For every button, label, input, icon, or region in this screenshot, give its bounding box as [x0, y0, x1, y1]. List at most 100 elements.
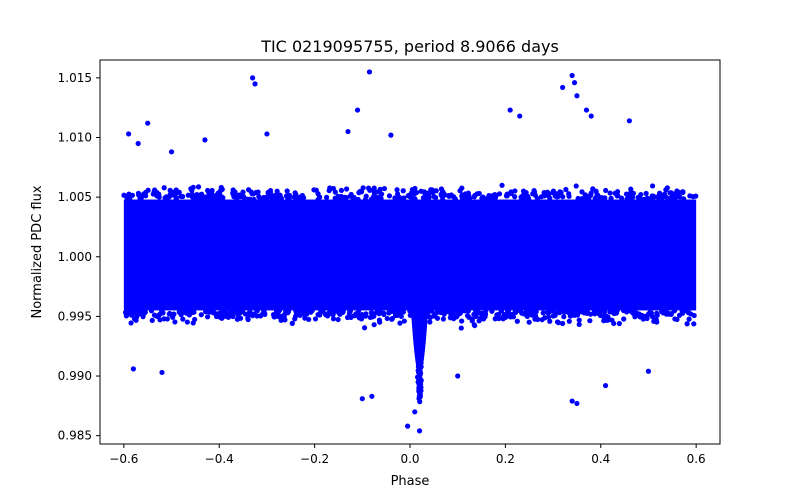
scatter-point — [240, 189, 246, 195]
scatter-point — [282, 309, 289, 315]
y-tick-label: 0.985 — [58, 429, 92, 443]
scatter-point — [608, 195, 614, 201]
scatter-point-outlier — [126, 131, 132, 137]
scatter-point-outlier — [412, 409, 418, 415]
scatter-point — [180, 316, 186, 322]
scatter-point — [654, 319, 660, 325]
scatter-point-outlier — [354, 107, 361, 113]
scatter-point — [296, 195, 302, 201]
scatter-point — [489, 308, 495, 314]
scatter-point — [191, 309, 197, 315]
scatter-point — [156, 194, 162, 200]
scatter-point — [278, 317, 284, 323]
scatter-point — [654, 310, 660, 316]
scatter-point — [192, 195, 198, 201]
scatter-point — [360, 185, 366, 191]
scatter-point — [394, 187, 400, 193]
scatter-point — [601, 308, 608, 315]
scatter-point-outlier — [626, 118, 632, 124]
x-tick-label: −0.6 — [109, 452, 138, 466]
scatter-point — [355, 196, 361, 203]
scatter-point — [362, 196, 369, 203]
scatter-point — [480, 194, 486, 200]
scatter-point — [479, 311, 485, 318]
scatter-point — [531, 188, 537, 194]
scatter-point — [502, 311, 508, 318]
scatter-point — [621, 316, 627, 322]
scatter-point-outlier — [569, 72, 575, 79]
scatter-point — [643, 190, 649, 197]
scatter-point — [422, 318, 428, 324]
scatter-point — [188, 186, 194, 192]
scatter-point — [267, 187, 274, 194]
scatter-point — [395, 309, 401, 315]
scatter-point — [293, 191, 299, 197]
scatter-point — [440, 196, 446, 203]
scatter-point — [335, 316, 341, 323]
scatter-point — [576, 196, 582, 203]
scatter-point — [387, 308, 393, 314]
scatter-point — [156, 312, 162, 318]
scatter-point — [472, 322, 478, 329]
scatter-point — [629, 192, 636, 198]
x-tick-label: −0.4 — [205, 452, 234, 466]
scatter-point — [686, 316, 692, 322]
scatter-point — [306, 316, 312, 323]
scatter-point — [563, 186, 569, 193]
x-tick-label: 0.2 — [496, 452, 515, 466]
scatter-point — [173, 195, 180, 201]
scatter-point — [230, 313, 236, 320]
scatter-point — [499, 182, 505, 188]
scatter-point — [292, 316, 298, 322]
scatter-point — [584, 308, 590, 314]
scatter-point-outlier — [366, 69, 373, 75]
scatter-point — [401, 195, 407, 201]
scatter-point — [180, 307, 187, 314]
scatter-point — [473, 313, 479, 320]
scatter-point — [576, 317, 582, 323]
scatter-point — [323, 194, 330, 200]
scatter-point — [416, 366, 422, 372]
scatter-point — [550, 188, 557, 194]
scatter-point — [520, 192, 526, 198]
scatter-point — [446, 193, 452, 199]
scatter-point — [508, 190, 514, 197]
scatter-point — [335, 196, 341, 202]
scatter-point-outlier — [588, 113, 594, 119]
scatter-point — [417, 352, 423, 358]
scatter-point — [638, 191, 644, 198]
scatter-point — [573, 183, 579, 189]
scatter-point — [223, 313, 229, 319]
scatter-point-outlier — [583, 107, 590, 113]
x-tick-label: 0.6 — [687, 452, 706, 466]
scatter-point — [378, 195, 384, 202]
scatter-point — [178, 193, 184, 200]
scatter-point — [431, 313, 437, 319]
scatter-point — [317, 194, 323, 200]
scatter-point — [204, 187, 211, 194]
scatter-point — [462, 191, 468, 197]
scatter-point — [189, 191, 195, 198]
scatter-point — [623, 191, 630, 197]
scatter-point — [282, 317, 288, 323]
scatter-point — [684, 321, 690, 327]
scatter-point — [261, 194, 267, 201]
scatter-point-outlier — [416, 428, 423, 434]
y-axis: 0.985 0.990 0.995 1.000 1.005 1.010 1.015 — [58, 71, 100, 443]
x-axis-label: Phase — [391, 474, 430, 489]
scatter-point — [347, 309, 353, 315]
scatter-point — [495, 315, 501, 321]
scatter-point — [204, 314, 211, 320]
scatter-point — [555, 320, 561, 326]
scatter-point — [422, 310, 428, 316]
scatter-point — [264, 194, 271, 200]
scatter-point — [247, 196, 253, 202]
scatter-point — [148, 308, 155, 314]
scatter-point-outlier — [405, 423, 411, 429]
scatter-point — [636, 311, 642, 317]
scatter-point — [162, 195, 168, 201]
scatter-point-outlier — [602, 382, 609, 389]
scatter-point — [237, 310, 243, 316]
scatter-point — [552, 309, 558, 315]
scatter-point — [400, 188, 406, 194]
